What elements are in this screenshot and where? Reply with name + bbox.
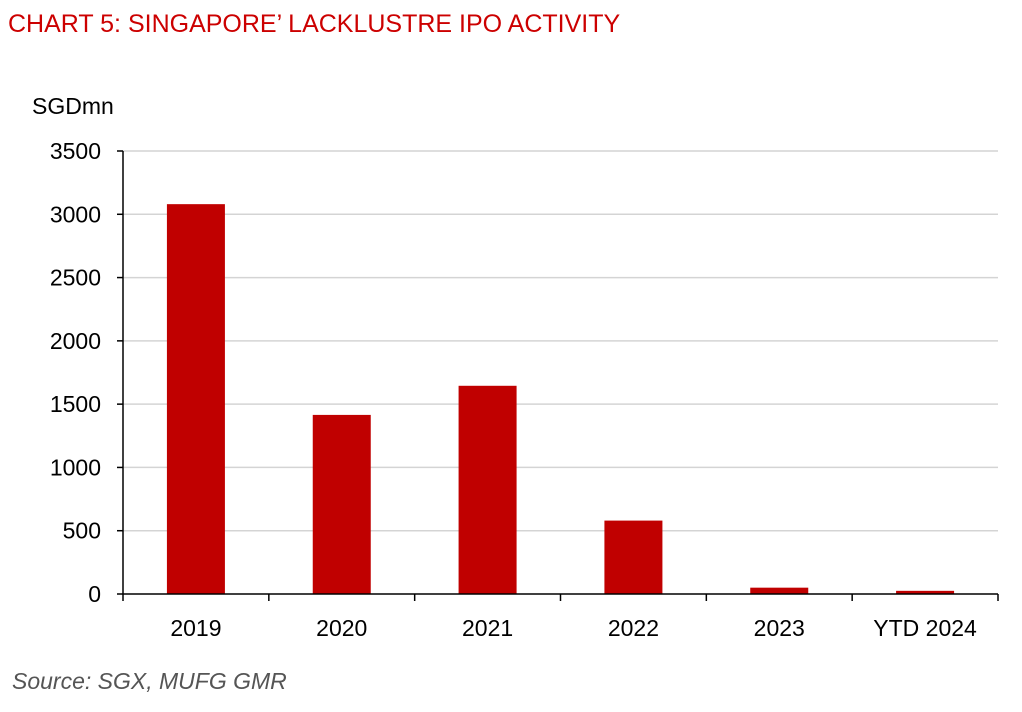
bar-2020 — [312, 414, 371, 594]
y-tick-label: 3500 — [50, 138, 101, 164]
bar-ytd-2024 — [896, 590, 955, 594]
x-tick-label: 2023 — [754, 615, 805, 641]
axis-labels: 0 500 1000 1500 2000 2500 3000 3500 SGDmn 2019 202… — [32, 93, 977, 641]
x-tick-label: 2020 — [316, 615, 367, 641]
bar-2022 — [604, 520, 663, 594]
y-tick-label: 2000 — [50, 328, 101, 354]
gridlines — [123, 150, 998, 532]
x-tick-label: 2021 — [462, 615, 513, 641]
y-tick-label: 1500 — [50, 391, 101, 417]
y-tick-label: 500 — [63, 518, 101, 544]
bar-2023 — [750, 587, 809, 594]
x-tick-label: YTD 2024 — [873, 615, 977, 641]
source-note: Source: SGX, MUFG GMR — [12, 668, 287, 694]
y-tick-label: 2500 — [50, 265, 101, 291]
x-tick-label: 2022 — [608, 615, 659, 641]
y-axis-label: SGDmn — [32, 93, 114, 119]
chart-title: CHART 5: SINGAPORE’ LACKLUSTRE IPO ACTIV… — [8, 10, 621, 38]
bar-2021 — [458, 385, 517, 594]
y-tick-label: 1000 — [50, 454, 101, 480]
bars — [166, 204, 955, 594]
bar-2019 — [166, 204, 225, 594]
y-tick-label: 0 — [88, 581, 101, 607]
x-tick-label: 2019 — [170, 615, 221, 641]
axes — [117, 150, 999, 601]
y-tick-label: 3000 — [50, 201, 101, 227]
